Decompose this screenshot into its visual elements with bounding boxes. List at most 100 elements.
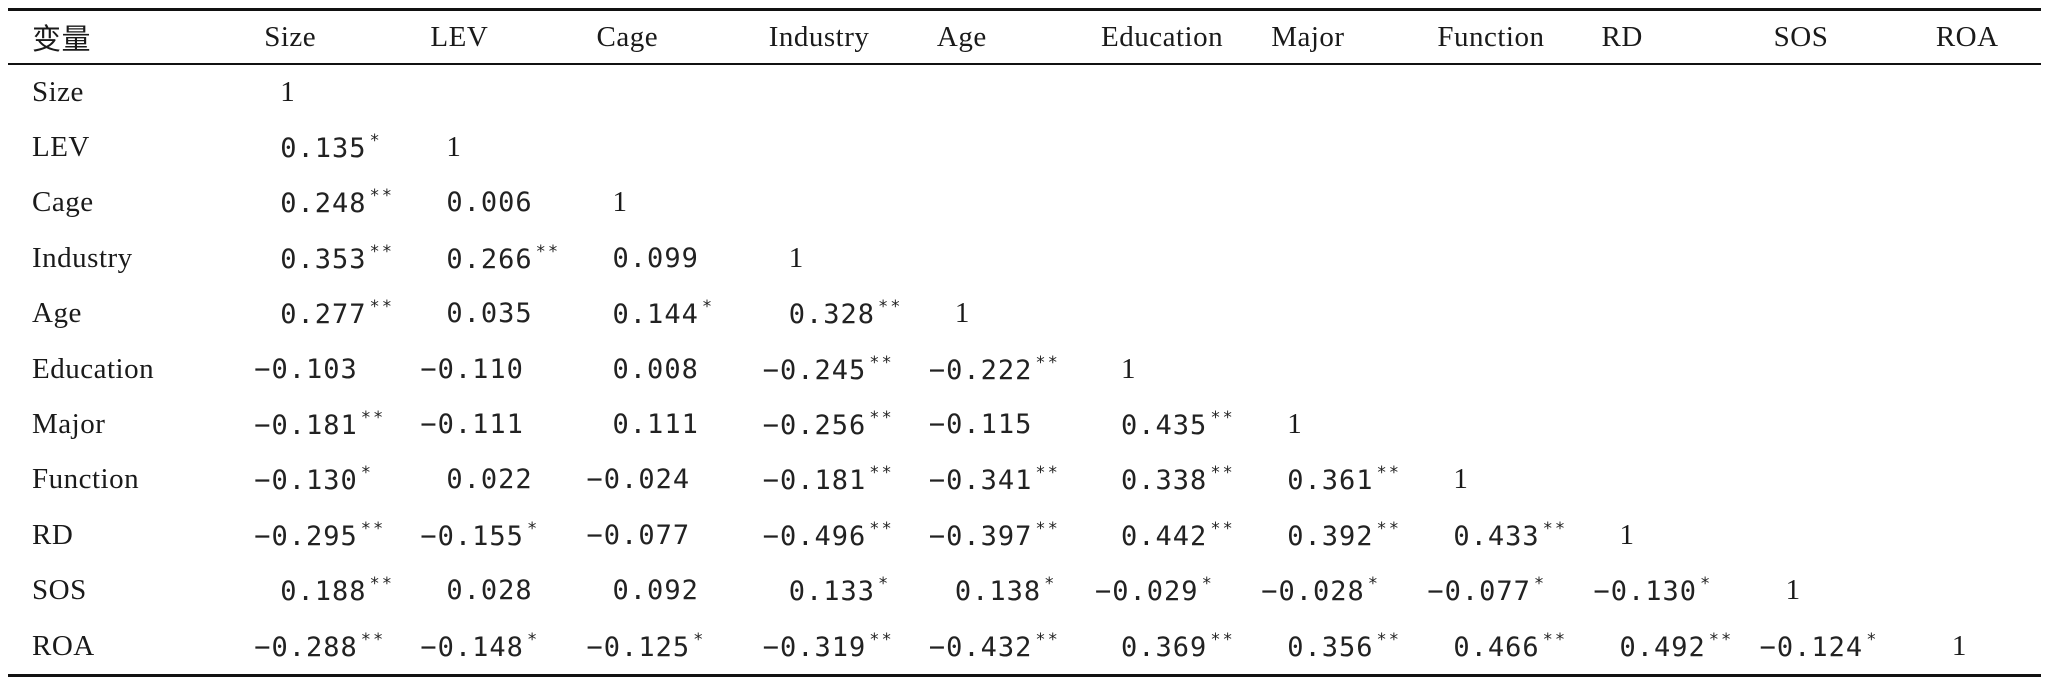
empty-cell [1594,397,1760,452]
column-header-industry: Industry [768,20,870,53]
cell-value: 0.144 [612,299,699,331]
column-header-cage: Cage [596,20,659,53]
column-header-size: Size [264,20,317,53]
correlation-cell: 0.338 ** [1095,452,1261,507]
significance-marker: ** [869,463,894,484]
column-header-lev: LEV [430,20,489,53]
empty-cell [763,120,929,175]
correlation-cell: −0.319 ** [763,618,929,673]
empty-cell [1427,397,1593,452]
correlation-cell: 0.369 ** [1095,618,1261,673]
table-bottom-rule [8,673,2041,677]
significance-marker: ** [369,186,394,207]
cell-value: −0.288 [254,631,358,663]
empty-cell [1760,508,1926,563]
column-header-roa: ROA [1935,20,1999,53]
correlation-cell: 0.433 ** [1427,508,1593,563]
header-separator-rule [8,63,2041,65]
empty-cell [1427,175,1593,230]
column-header-education: Education [1101,20,1224,53]
cell-value: −0.125 [586,631,691,663]
empty-cell [1760,65,1926,120]
row-label: Size [32,75,84,108]
cell-value: 0.188 [280,576,367,608]
empty-cell [587,65,763,120]
correlation-cell: −0.288 ** [254,618,420,673]
cell-value: −0.256 [762,410,867,442]
correlation-cell: 0.188 ** [254,563,420,618]
cell-value: 0.353 [280,243,367,275]
significance-marker: ** [1542,518,1568,539]
correlation-cell: 0.353 ** [254,231,420,286]
cell-value: −0.397 [928,520,1033,552]
empty-cell [1261,175,1427,230]
cell-value: −0.130 [254,465,358,497]
cell-value: −0.028 [1261,576,1365,608]
cell-value: −0.103 [254,353,358,385]
significance-marker: * [693,629,706,650]
column-header-function: Function [1437,20,1545,53]
correlation-cell: 1 [1261,397,1427,452]
cell-value: 0.022 [446,464,533,496]
correlation-cell: 0.442 ** [1095,508,1261,563]
significance-marker: ** [1708,629,1734,650]
row-label: Industry [32,241,133,274]
row-label: Major [32,408,106,441]
significance-marker: * [1367,574,1380,595]
correlation-cell: 1 [1427,452,1593,507]
empty-cell [929,175,1095,230]
cell-value: 0.035 [446,298,533,330]
empty-cell [1926,508,2041,563]
cell-value: −0.341 [928,465,1033,497]
significance-marker: ** [1035,629,1060,650]
table-row-education: Education −0.103 −0.110 0.008 −0.245 ** −0.222… [8,341,2041,396]
empty-cell [1926,563,2041,618]
correlation-cell: 1 [420,120,586,175]
correlation-cell: 0.135 * [254,120,420,175]
empty-cell [1261,231,1427,286]
correlation-cell: −0.111 [420,397,586,452]
significance-marker: ** [369,297,394,318]
correlation-cell: 1 [1760,563,1926,618]
correlation-cell: −0.295 ** [254,508,420,563]
cell-value: 0.392 [1287,520,1374,552]
cell-value: −0.432 [928,631,1033,663]
significance-marker: ** [1542,629,1568,650]
empty-cell [1760,341,1926,396]
empty-cell [1760,120,1926,175]
empty-cell [1261,341,1427,396]
correlation-cell: −0.256 ** [763,397,929,452]
empty-cell [1427,120,1593,175]
correlation-cell: 1 [1926,618,2041,673]
table-body: Size 1 LEV 0.135 * 1 Cage 0.248 ** 0.006 1 Industry… [8,65,2041,674]
empty-cell [1760,397,1926,452]
cell-value: 0.138 [954,576,1042,608]
cell-value: 1 [1453,463,1469,496]
correlation-cell: 0.133 * [763,563,929,618]
correlation-table-container: 变量 Size LEV Cage Industry Age Education Major F… [8,8,2041,677]
empty-cell [1095,231,1261,286]
cell-value: 0.356 [1287,631,1374,663]
empty-cell [1926,452,2041,507]
correlation-cell: −0.245 ** [763,341,929,396]
empty-cell [1427,231,1593,286]
correlation-cell: −0.148 * [420,618,586,673]
correlation-cell: 0.138 * [929,563,1095,618]
empty-cell [1594,231,1760,286]
cell-value: 0.328 [788,299,875,331]
significance-marker: * [360,463,374,484]
empty-cell [1095,65,1261,120]
table-row-sos: SOS 0.188 ** 0.028 0.092 0.133 * 0.138 * −0.029 * −… [8,563,2041,618]
correlation-cell: −0.130 * [254,452,420,507]
significance-marker: ** [535,241,561,262]
cell-value: −0.111 [420,409,524,441]
table-row-cage: Cage 0.248 ** 0.006 1 [8,175,2041,230]
cell-value: −0.181 [254,410,358,442]
table-row-major: Major −0.181 ** −0.111 0.111 −0.256 ** −0.115 0.… [8,397,2041,452]
empty-cell [1760,175,1926,230]
correlation-table: 变量 Size LEV Cage Industry Age Education Major F… [8,11,2041,674]
correlation-cell: 0.008 [587,341,763,396]
empty-cell [763,175,929,230]
empty-cell [929,65,1095,120]
correlation-cell: 0.092 [587,563,763,618]
